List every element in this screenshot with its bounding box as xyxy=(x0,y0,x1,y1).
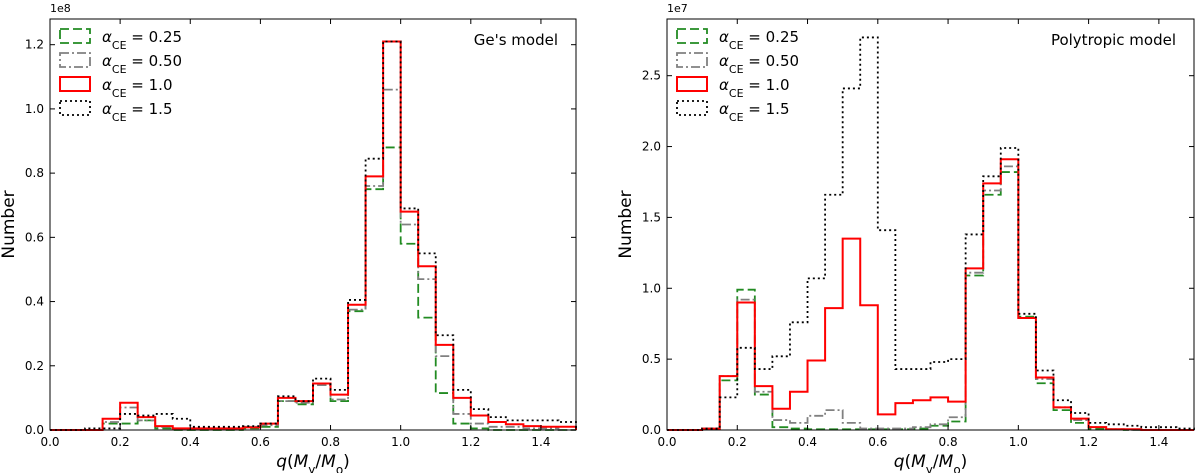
x-tick-label: 0.4 xyxy=(181,435,200,449)
x-tick-label: 0.8 xyxy=(939,435,958,449)
x-tick-label: 0.0 xyxy=(657,435,676,449)
legend-label-1: αCE = 0.25 xyxy=(719,28,799,52)
y-tick-label: 0.2 xyxy=(25,359,44,373)
y-offset-text: 1e7 xyxy=(667,2,688,15)
x-tick-label: 0.8 xyxy=(321,435,340,449)
x-axis-label: q(My/Mo) xyxy=(276,452,350,473)
legend-label-4: αCE = 1.5 xyxy=(719,100,790,124)
y-tick-label: 1.0 xyxy=(25,102,44,116)
y-tick-label: 0.0 xyxy=(642,423,661,437)
plot-frame xyxy=(49,18,577,431)
y-axis-label: Number xyxy=(616,190,636,258)
x-tick-label: 0.4 xyxy=(798,435,817,449)
x-tick-label: 1.2 xyxy=(461,435,480,449)
y-tick-label: 0.4 xyxy=(25,295,44,309)
y-tick-label: 1.5 xyxy=(642,210,661,224)
legend-label-3: αCE = 1.0 xyxy=(102,76,173,100)
legend-label-3: αCE = 1.0 xyxy=(719,76,790,100)
legend-swatch-1 xyxy=(676,28,708,44)
legend-swatch-2 xyxy=(676,52,708,68)
series-line-2 xyxy=(50,88,576,431)
x-tick-label: 0.6 xyxy=(868,435,887,449)
y-tick-label: 2.5 xyxy=(642,69,661,83)
x-tick-label: 0.0 xyxy=(40,435,59,449)
series-line-3 xyxy=(50,40,577,431)
series-line-2 xyxy=(667,165,1194,431)
y-tick-label: 1.0 xyxy=(642,281,661,295)
legend-swatch-1 xyxy=(59,28,91,44)
legend-swatch-3 xyxy=(59,76,91,92)
x-tick-label: 0.6 xyxy=(251,435,270,449)
x-tick-label: 0.2 xyxy=(111,435,130,449)
chart-panel-1: 0.0 0.2 0.4 0.6 0.8 1.0 1.2 1.4 0.0 0.2 0.4 0.6 0.8 1… xyxy=(0,2,577,473)
y-tick-label: 2.0 xyxy=(642,140,661,154)
x-tick-label: 0.2 xyxy=(728,435,747,449)
x-axis-label: q(My/Mo) xyxy=(894,452,968,473)
legend-swatch-2 xyxy=(59,52,91,68)
legend-label-4: αCE = 1.5 xyxy=(102,100,173,124)
legend-label-1: αCE = 0.25 xyxy=(102,28,182,52)
y-offset-text: 1e8 xyxy=(50,2,71,15)
y-tick-label: 1.2 xyxy=(25,38,44,52)
legend-swatch-3 xyxy=(676,76,708,92)
legend-label-2: αCE = 0.50 xyxy=(102,52,182,76)
legend-label-2: αCE = 0.50 xyxy=(719,52,799,76)
legend-swatch-4 xyxy=(676,100,708,116)
series-line-3 xyxy=(667,158,1194,431)
x-tick-label: 1.4 xyxy=(531,435,550,449)
series-line-4 xyxy=(667,36,1195,431)
y-tick-label: 0.6 xyxy=(25,230,44,244)
chart-panel-2: 0.0 0.2 0.4 0.6 0.8 1.0 1.2 1.4 0.0 0.5 1.0 1.5 2.0 2… xyxy=(616,2,1195,473)
y-tick-label: 0.5 xyxy=(642,352,661,366)
x-tick-label: 1.0 xyxy=(391,435,410,449)
x-tick-label: 1.2 xyxy=(1079,435,1098,449)
y-tick-label: 0.8 xyxy=(25,166,44,180)
series-line-4 xyxy=(50,40,577,431)
plot-frame xyxy=(666,18,1195,431)
chart-title: Ge's model xyxy=(474,31,558,49)
x-tick-label: 1.0 xyxy=(1009,435,1028,449)
y-axis-label: Number xyxy=(0,190,19,258)
x-tick-label: 1.4 xyxy=(1149,435,1168,449)
chart-title: Polytropic model xyxy=(1051,31,1176,49)
legend-swatch-4 xyxy=(59,100,91,116)
series-line-1 xyxy=(667,171,1194,431)
y-tick-label: 0.0 xyxy=(25,423,44,437)
